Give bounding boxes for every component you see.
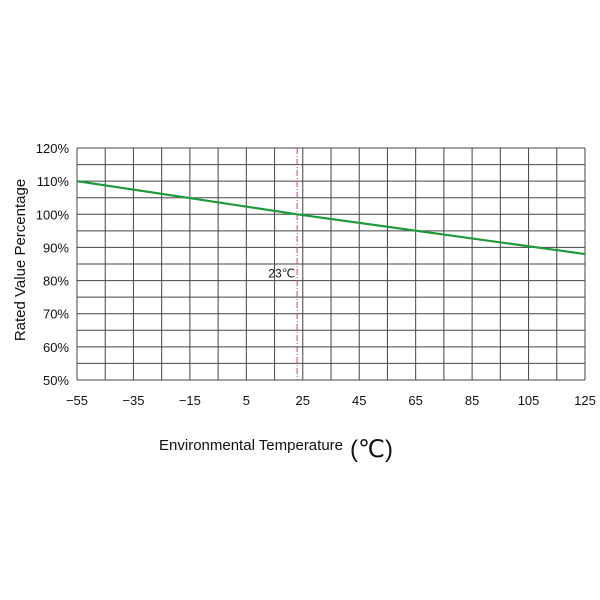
y-tick-label: 80% [43,274,69,289]
x-tick-label: −15 [179,393,201,408]
x-tick-labels: −55 −35 −15 5 25 45 65 85 105 125 [66,393,596,408]
x-tick-label: 45 [352,393,366,408]
x-tick-label: 25 [296,393,310,408]
x-tick-label: 85 [465,393,479,408]
reference-line-label: 23℃ [268,266,295,280]
y-tick-label: 120% [36,141,70,156]
grid [76,147,586,381]
reference-line-group: 23℃ [268,148,298,380]
x-tick-label: 105 [518,393,540,408]
x-tick-label: 125 [574,393,596,408]
y-axis-label: Rated Value Percentage [12,179,29,341]
x-axis-unit: (℃) [350,436,393,463]
y-tick-label: 50% [43,373,69,388]
series-line [76,180,586,256]
series-group [76,180,586,256]
x-tick-label: 5 [243,393,250,408]
y-tick-label: 110% [37,174,70,189]
x-axis-label: Environmental Temperature [159,437,343,454]
x-tick-label: −55 [66,393,88,408]
x-tick-label: 65 [408,393,422,408]
x-tick-label: −35 [122,393,144,408]
y-tick-labels: 50% 60% 70% 80% 90% 100% 110% 120% [36,141,70,388]
y-tick-label: 90% [43,240,69,255]
y-tick-label: 60% [43,340,69,355]
y-tick-label: 70% [43,307,69,322]
y-tick-label: 100% [36,207,70,222]
